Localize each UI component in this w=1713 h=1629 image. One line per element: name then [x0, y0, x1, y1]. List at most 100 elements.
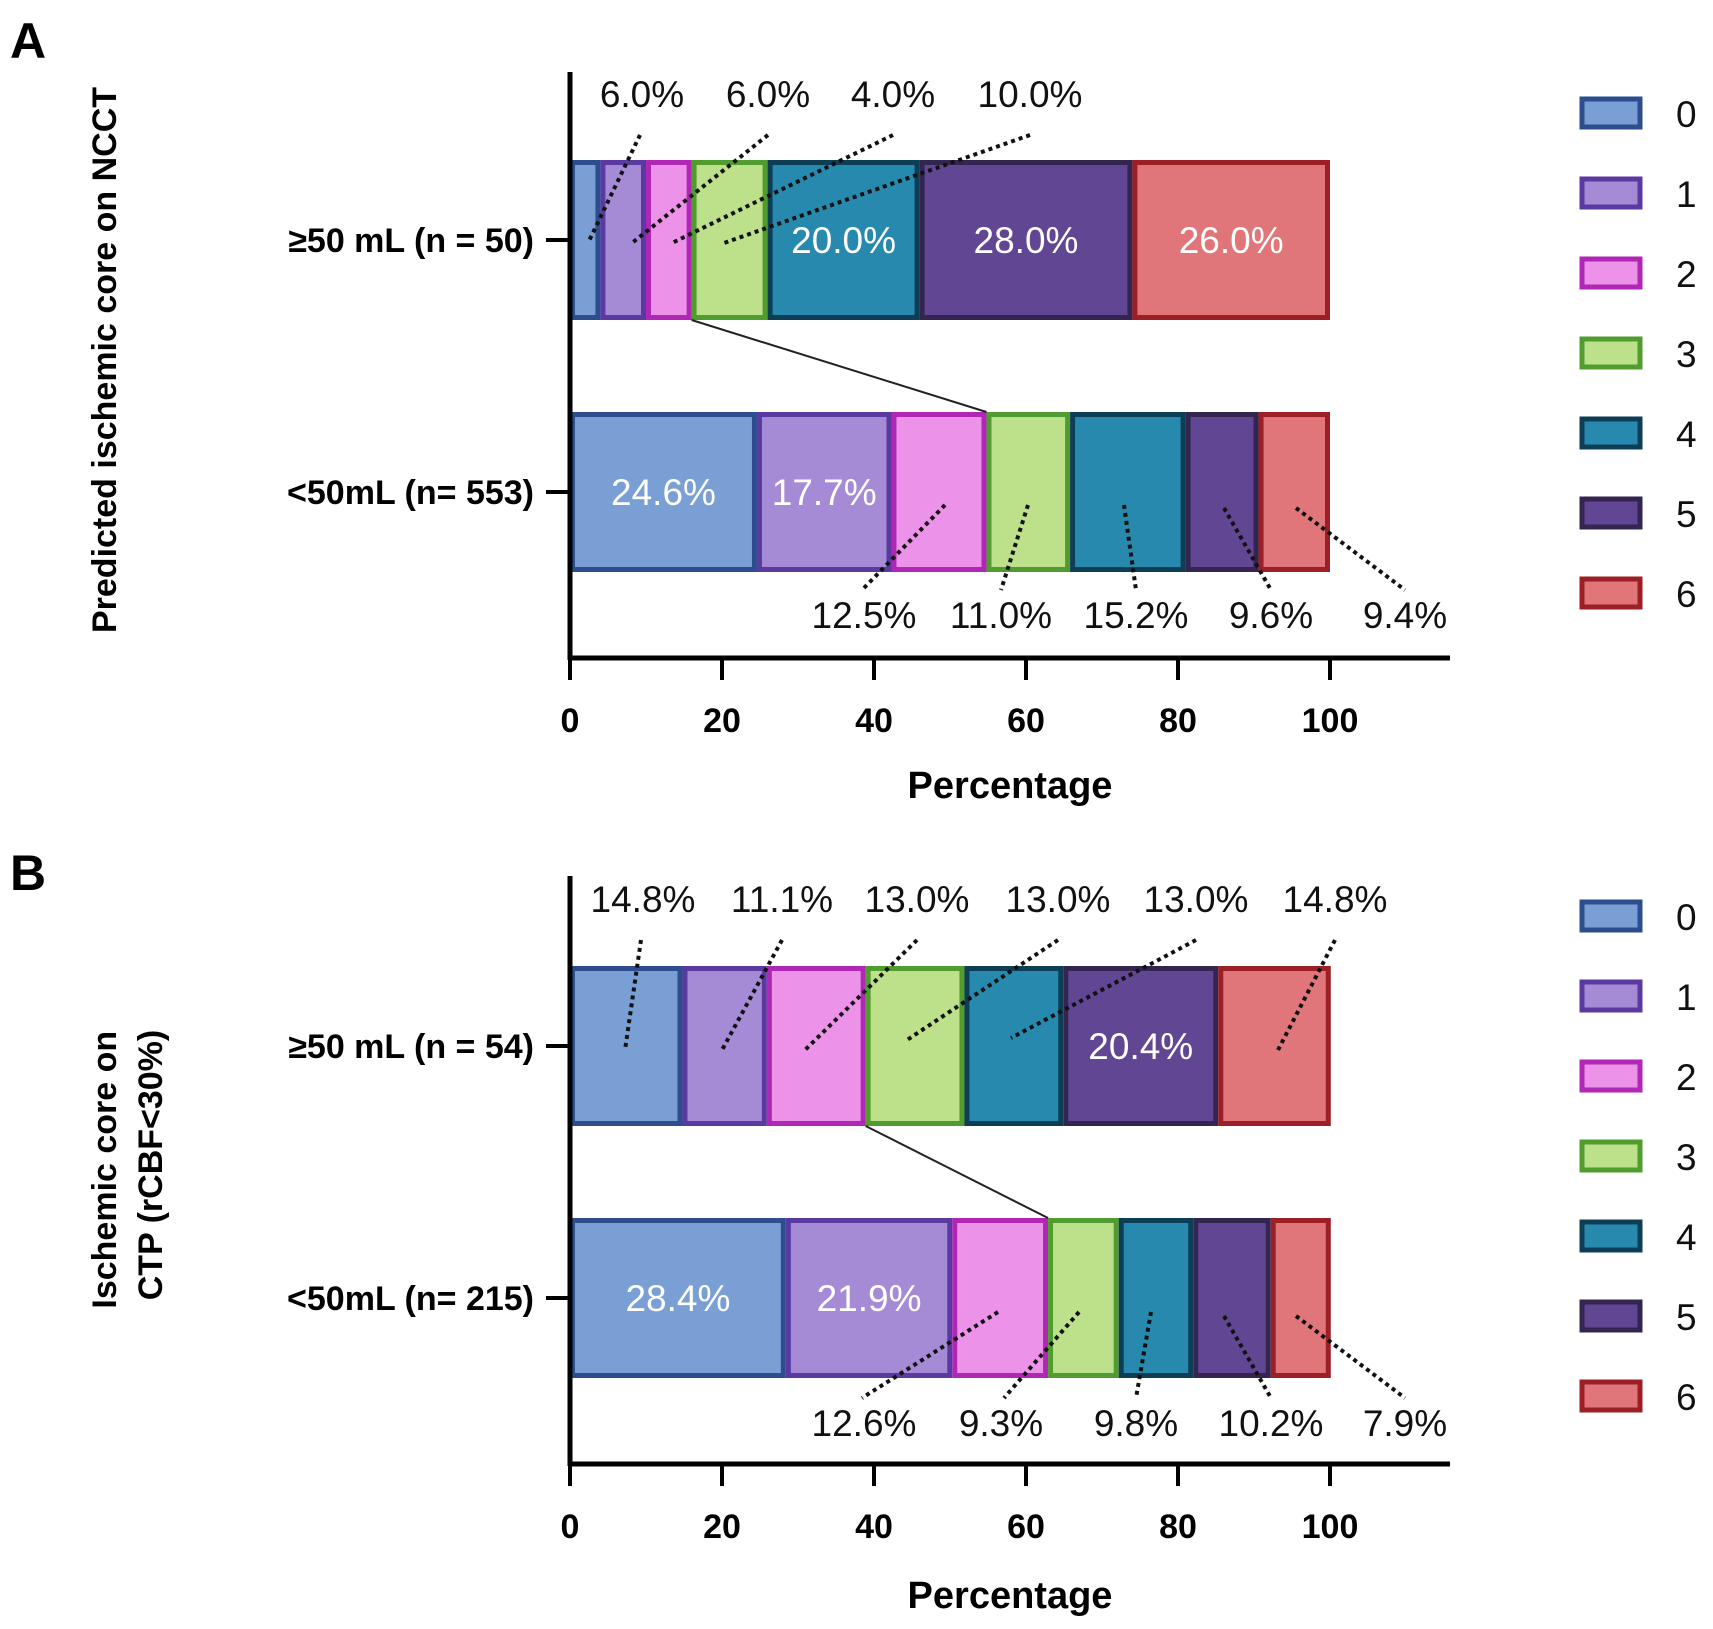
panel-b-bar-large-seg-2 [766, 966, 866, 1126]
panel-a-top-inside-label-2: 26.0% [1179, 220, 1284, 261]
panel-b-bar-small-seg-4 [1118, 1218, 1194, 1378]
panel-a-top-leader-2 [671, 133, 894, 245]
panel-b-y-axis-title: Ischemic core on CTP (rCBF<30%) [86, 1021, 170, 1308]
panel-b-categories: ≥50 mL (n = 54) <50mL (n= 215) [287, 1028, 534, 1318]
panel-a-bars [570, 160, 1331, 572]
panel-a-category-label-1: <50mL (n= 553) [287, 474, 534, 512]
panel-a-bottom-label-3: 9.6% [1229, 595, 1313, 636]
panel-a-x-tick-label-0: 0 [561, 702, 580, 740]
panel-b-bottom-label-2: 9.8% [1094, 1403, 1178, 1444]
panel-a-bar-small-seg-2 [891, 412, 987, 572]
panel-a-x-tick-label-60: 60 [1007, 702, 1045, 740]
panel-b-value-labels: 14.8% 11.1% 13.0% 13.0% 13.0% 14.8% 20.4% 28.4%… [591, 879, 1448, 1444]
panel-b-bar-small-seg-0 [570, 1218, 786, 1378]
panel-b-bottom-label-4: 7.9% [1363, 1403, 1447, 1444]
panel-b-y-axis-title-line-1: Ischemic core on [86, 1031, 124, 1309]
panel-a-categories: ≥50 mL (n = 50) <50mL (n= 553) [287, 222, 534, 512]
panel-a-bar-small-seg-5 [1185, 412, 1259, 572]
panel-a-bottom-label-2: 15.2% [1084, 595, 1189, 636]
panel-a-legend-swatch-1 [1579, 176, 1643, 210]
panel-b-x-tick-label-80: 80 [1159, 1508, 1197, 1546]
panel-b-legend-swatch-2 [1579, 1059, 1643, 1093]
panel-a-legend-swatch-5 [1579, 496, 1643, 530]
panel-b-x-tick-label-20: 20 [703, 1508, 741, 1546]
panel-b-bottom-label-1: 9.3% [959, 1403, 1043, 1444]
panel-a-legend-swatch-6 [1579, 576, 1643, 610]
panel-b-top-label-4: 13.0% [1144, 879, 1249, 920]
panel-a-top-label-3: 10.0% [978, 74, 1083, 115]
panel-b-top-leader-0 [623, 939, 643, 1051]
panel-b-connector-line [865, 1125, 1049, 1219]
panel-a-legend-swatch-0 [1579, 96, 1643, 130]
panel-a-bar-small-seg-3 [986, 412, 1071, 572]
panel-b-legend-label-4: 4 [1676, 1217, 1697, 1258]
panel-b-bottom-leader-1 [1002, 1310, 1081, 1400]
panel-b-x-tick-label-0: 0 [561, 1508, 580, 1546]
panel-b-top-leader-4 [1010, 938, 1197, 1040]
panel-b-legend-swatch-6 [1579, 1379, 1643, 1413]
panel-b-bar-large-seg-6 [1218, 966, 1331, 1126]
panel-b-bar-small-seg-2 [952, 1218, 1049, 1378]
panel-a-axes: 0 20 40 60 80 100 [546, 72, 1450, 740]
panel-a-letter: A [10, 13, 46, 69]
panel-b-top-label-3: 13.0% [1006, 879, 1111, 920]
panel-a-top-leader-1 [630, 133, 770, 245]
panel-a-bar-large-seg-1 [600, 160, 647, 320]
panel-a-legend-swatch-2 [1579, 256, 1643, 290]
panel-b-top-leader-2 [803, 938, 919, 1052]
panel-b-top-label-2: 13.0% [865, 879, 970, 920]
panel-a-top-label-2: 4.0% [851, 74, 935, 115]
panel-a-bar-large-seg-3 [691, 160, 768, 320]
panel-b-bar-large-seg-5 [1063, 966, 1219, 1126]
panel-a-bar-large-seg-2 [646, 160, 692, 320]
panel-a-bottom-inside-label-1: 17.7% [772, 472, 877, 513]
panel-a-bottom-leader-1 [999, 504, 1030, 591]
panel-a-legend-label-5: 5 [1676, 494, 1697, 535]
panel-a-x-tick-label-100: 100 [1302, 702, 1359, 740]
panel-b-letter: B [10, 845, 46, 901]
panel-b-bar-small-seg-6 [1270, 1218, 1331, 1378]
panel-a-leader-lines [586, 133, 1407, 592]
panel-a-bottom-leader-4 [1294, 506, 1407, 592]
panel-b-top-leader-3 [905, 938, 1060, 1042]
panel-b-bar-small-seg-1 [785, 1218, 953, 1378]
panel-b-bar-small-seg-3 [1048, 1218, 1119, 1378]
panel-a-legend-label-1: 1 [1676, 174, 1697, 215]
panel-b-legend-swatch-4 [1579, 1219, 1643, 1253]
panel-a-x-tick-label-20: 20 [703, 702, 741, 740]
panel-a-bottom-inside-label-0: 24.6% [611, 472, 716, 513]
panel-a-legend-label-6: 6 [1676, 574, 1697, 615]
panel-b-bar-large-seg-3 [865, 966, 965, 1126]
panel-b-bar-small-seg-5 [1193, 1218, 1271, 1378]
panel-b-top-leader-1 [720, 939, 784, 1051]
panel-b-legend-swatch-5 [1579, 1299, 1643, 1333]
panel-b-bottom-inside-label-0: 28.4% [625, 1278, 730, 1319]
panel-b-legend-label-1: 1 [1676, 977, 1697, 1018]
panel-a-top-inside-label-1: 28.0% [974, 220, 1079, 261]
panel-b-bar-large-seg-4 [964, 966, 1064, 1126]
panel-b-bottom-leader-4 [1294, 1314, 1407, 1400]
panel-a-x-tick-label-80: 80 [1159, 702, 1197, 740]
panel-a-y-axis-title: Predicted ischemic core on NCCT [86, 87, 124, 633]
panel-a-connector-line [691, 319, 987, 413]
panel-a-bar-large-seg-5 [919, 160, 1133, 320]
panel-b-category-label-0: ≥50 mL (n = 54) [288, 1028, 534, 1066]
panel-a-bar-large-seg-4 [767, 160, 920, 320]
panel-a-bottom-label-1: 11.0% [950, 595, 1052, 636]
panel-a-legend-label-4: 4 [1676, 414, 1697, 455]
panel-b-bottom-inside-label-1: 21.9% [817, 1278, 922, 1319]
panel-b: B Ischemic core on CTP (rCBF<30%) ≥50 mL… [10, 845, 1697, 1617]
panel-b-legend-label-3: 3 [1676, 1137, 1697, 1178]
panel-a-legend-label-2: 2 [1676, 254, 1697, 295]
panel-a-x-tick-label-40: 40 [855, 702, 893, 740]
panel-b-legend-label-2: 2 [1676, 1057, 1697, 1098]
panel-a-bar-small-seg-6 [1258, 412, 1331, 572]
panel-a-bar-small-seg-1 [756, 412, 892, 572]
panel-a-x-axis-title: Percentage [908, 765, 1113, 807]
panel-b-x-tick-label-40: 40 [855, 1508, 893, 1546]
panel-a-top-inside-label-0: 20.0% [791, 220, 896, 261]
panel-b-leader-lines [623, 938, 1407, 1400]
panel-a-bar-large-seg-6 [1132, 160, 1331, 320]
panel-b-bottom-leader-2 [1134, 1311, 1153, 1399]
